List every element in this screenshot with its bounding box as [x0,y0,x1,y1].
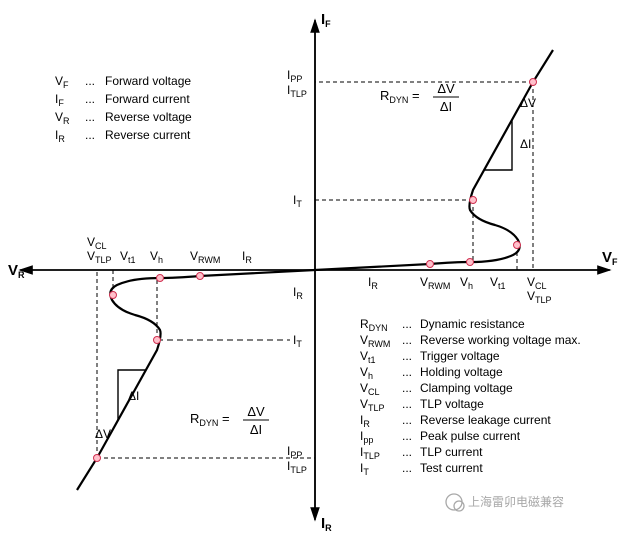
svg-text:Vh: Vh [360,365,373,381]
svg-text:IPP: IPP [287,68,302,84]
tvs-iv-curve-diagram: IFIRVFVRΔVΔIΔVΔIIRVRWMVhVt1VCLVTLPIRVRWM… [0,0,630,536]
svg-text:IR: IR [368,275,378,291]
legend-desc: Reverse current [105,128,191,142]
svg-text:IPP: IPP [287,444,302,460]
data-point-marker [467,259,474,266]
delta-i-label: ΔI [128,389,139,403]
svg-text:VR: VR [8,262,25,280]
svg-text:Vh: Vh [150,249,163,265]
svg-text:ITLP: ITLP [360,445,380,461]
data-point-marker [197,273,204,280]
legend-desc: Reverse leakage current [420,413,551,427]
svg-text:VTLP: VTLP [360,397,385,413]
svg-text:Vt1: Vt1 [120,249,136,265]
legend-desc: Reverse working voltage max. [420,333,581,347]
legend-desc: Reverse voltage [105,110,192,124]
svg-text:Ipp: Ipp [360,429,373,445]
delta-v-label: ΔV [520,96,536,110]
svg-text:ΔV: ΔV [247,404,265,419]
legend-dots: ... [402,317,412,331]
svg-text:VF: VF [55,74,69,90]
data-point-marker [530,79,537,86]
svg-text:RDYN =: RDYN = [190,411,230,428]
legend-desc: Forward voltage [105,74,191,88]
legend-dots: ... [402,445,412,459]
legend-desc: Clamping voltage [420,381,513,395]
legend-dots: ... [402,429,412,443]
svg-text:IT: IT [293,333,302,349]
data-point-marker [154,337,161,344]
svg-text:Vt1: Vt1 [360,349,376,365]
data-point-marker [110,292,117,299]
legend-dots: ... [85,74,95,88]
legend-desc: Dynamic resistance [420,317,525,331]
legend-dots: ... [402,413,412,427]
watermark: 上海雷卯电磁兼容 [446,494,564,511]
legend-desc: Peak pulse current [420,429,521,443]
svg-text:VRWM: VRWM [190,249,220,265]
wechat-icon [454,501,464,511]
svg-text:IT: IT [360,461,369,477]
svg-text:VCL: VCL [360,381,380,397]
rdyn-formula: RDYN = ΔV ΔI [190,404,269,437]
data-point-marker [157,275,164,282]
svg-text:ΔI: ΔI [440,99,452,114]
data-point-marker [94,455,101,462]
rdyn-formula: RDYN = ΔV ΔI [380,81,459,114]
delta-v-label: ΔV [95,427,111,441]
svg-text:IR: IR [55,128,65,144]
svg-text:VTLP: VTLP [87,249,112,265]
iv-curve-forward [315,50,553,270]
svg-text:ΔI: ΔI [250,422,262,437]
data-point-marker [470,197,477,204]
svg-text:IR: IR [360,413,370,429]
svg-text:Vt1: Vt1 [490,275,506,291]
svg-text:IR: IR [242,249,252,265]
legend-dots: ... [402,397,412,411]
legend-desc: Test current [420,461,483,475]
legend-desc: Trigger voltage [420,349,500,363]
legend-dots: ... [402,381,412,395]
svg-text:RDYN =: RDYN = [380,88,420,105]
legend-desc: TLP current [420,445,483,459]
svg-text:ΔV: ΔV [437,81,455,96]
legend-desc: Holding voltage [420,365,503,379]
watermark-text: 上海雷卯电磁兼容 [468,494,564,509]
svg-text:VR: VR [55,110,70,126]
data-point-marker [427,261,434,268]
legend-dots: ... [85,128,95,142]
data-point-marker [514,242,521,249]
legend-dots: ... [402,349,412,363]
svg-text:VRWM: VRWM [360,333,390,349]
legend-desc: Forward current [105,92,190,106]
svg-text:ITLP: ITLP [287,459,307,475]
svg-text:Vh: Vh [460,275,473,291]
legend-dots: ... [402,333,412,347]
svg-text:IR: IR [293,285,303,301]
svg-text:IF: IF [321,11,331,29]
svg-text:VF: VF [602,249,618,267]
svg-text:ITLP: ITLP [287,83,307,99]
legend-dots: ... [85,110,95,124]
iv-curve-reverse [77,270,315,490]
svg-text:IT: IT [293,193,302,209]
svg-text:RDYN: RDYN [360,317,388,333]
svg-text:IR: IR [321,515,332,533]
legend-desc: TLP voltage [420,397,484,411]
svg-text:VTLP: VTLP [527,289,552,305]
svg-text:VRWM: VRWM [420,275,450,291]
delta-i-label: ΔI [520,137,531,151]
legend-dots: ... [402,365,412,379]
svg-text:IF: IF [55,92,64,108]
legend-dots: ... [85,92,95,106]
legend-dots: ... [402,461,412,475]
